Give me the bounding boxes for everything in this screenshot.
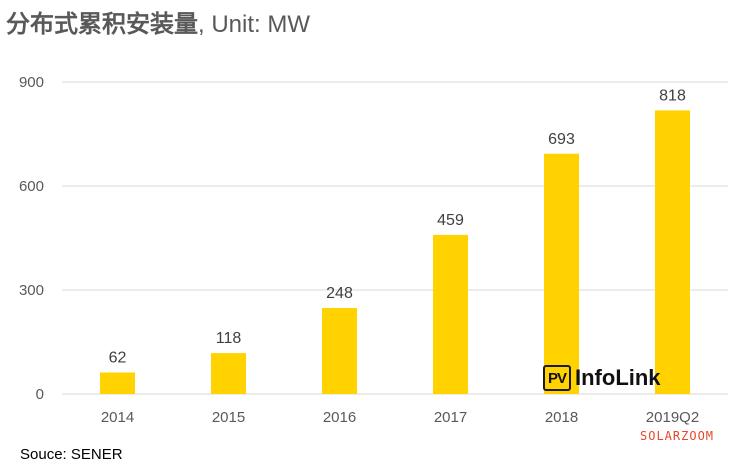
bar [655,110,690,394]
y-tick-label: 300 [19,282,44,299]
x-tick-label: 2019Q2 [646,409,699,426]
bar [433,235,468,394]
data-label: 118 [216,330,242,347]
data-label: 818 [659,87,686,104]
source-note: Souce: SENER [20,446,123,463]
data-label: 459 [437,212,464,229]
solarzoom-watermark: SOLARZOOM [640,429,714,443]
x-tick-label: 2014 [101,409,134,426]
y-tick-label: 0 [36,386,44,403]
bar [211,353,246,394]
data-label: 62 [109,350,127,367]
infolink-logo: PV InfoLink [543,363,661,393]
y-tick-label: 900 [19,74,44,91]
pv-logo-mark: PV [543,365,571,391]
bar [544,154,579,394]
bar [100,373,135,394]
infolink-logo-text: InfoLink [575,365,661,391]
bar [322,308,357,394]
x-tick-label: 2017 [434,409,467,426]
x-tick-label: 2018 [545,409,578,426]
data-label: 248 [326,285,353,302]
data-label: 693 [548,131,575,148]
x-tick-label: 2015 [212,409,245,426]
y-tick-label: 600 [19,178,44,195]
x-tick-label: 2016 [323,409,356,426]
